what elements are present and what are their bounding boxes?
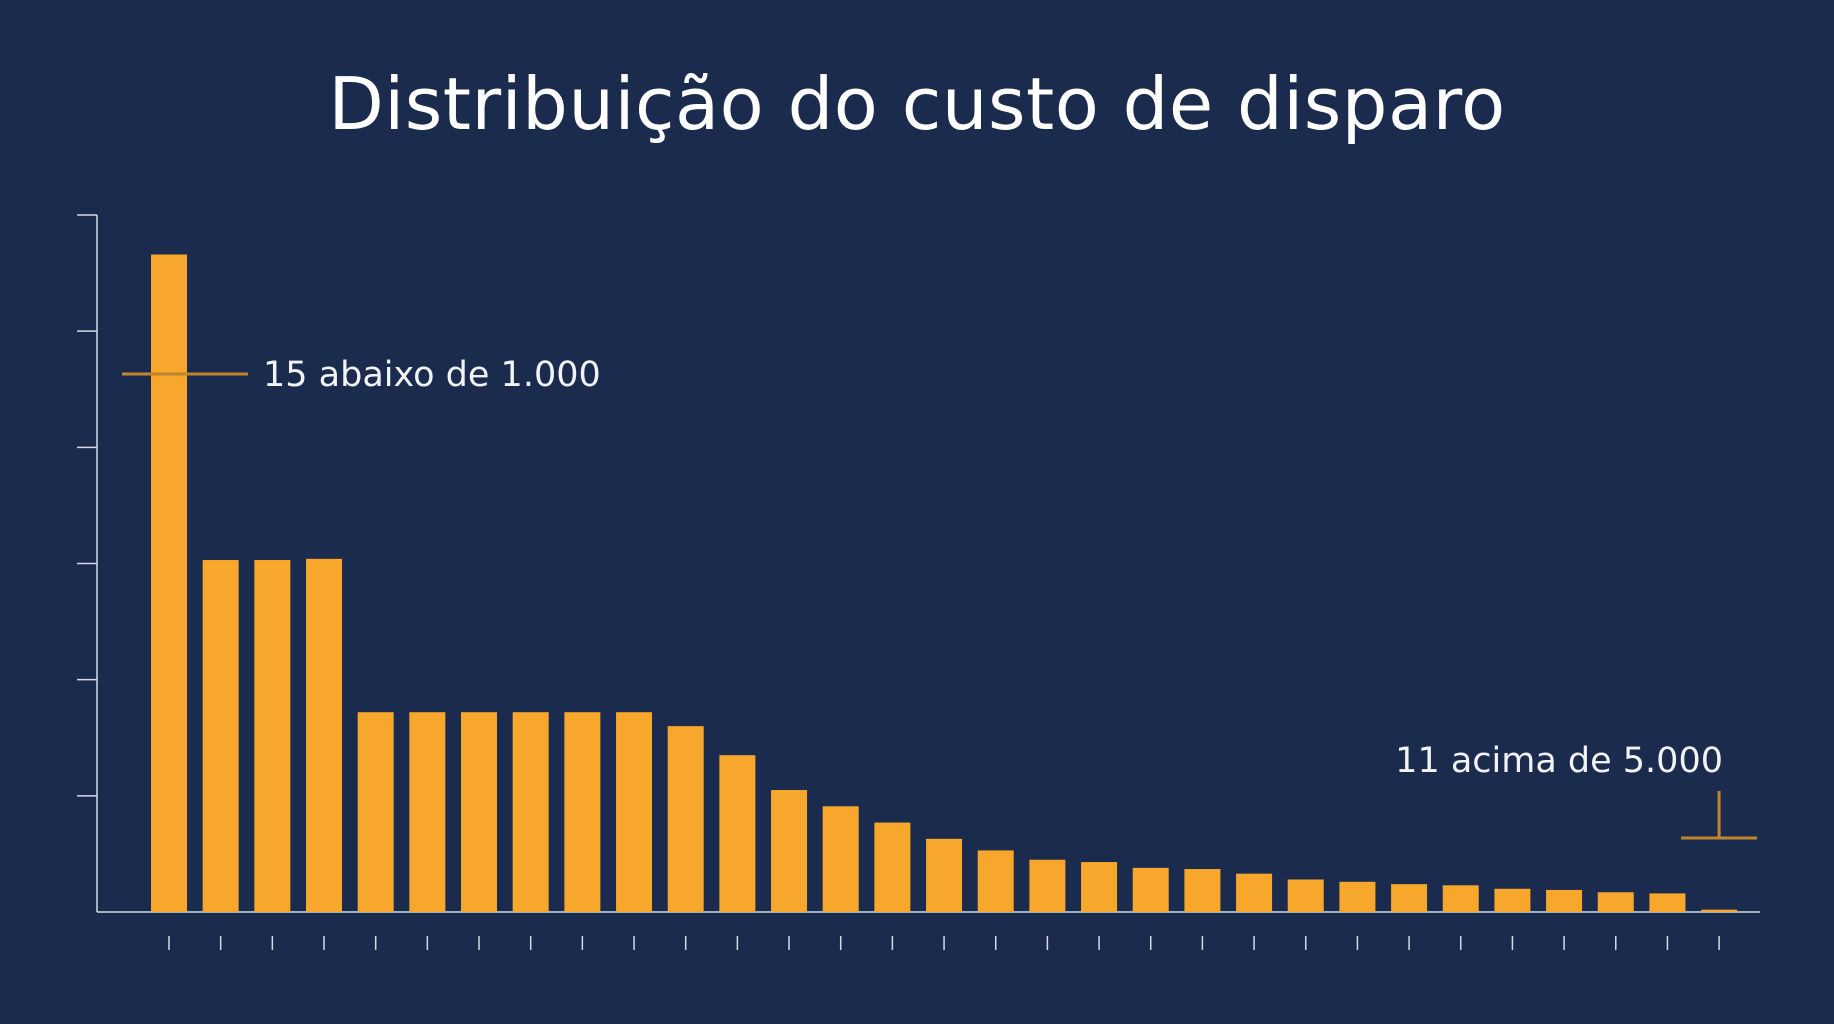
bar xyxy=(461,712,498,912)
bar xyxy=(977,850,1014,912)
bar xyxy=(1132,867,1169,912)
bar xyxy=(771,790,808,912)
bar xyxy=(667,726,704,912)
bar xyxy=(1287,879,1324,912)
bar xyxy=(822,806,859,912)
annotation-label-above-5000: 11 acima de 5.000 xyxy=(1395,741,1723,781)
bar xyxy=(306,558,343,912)
bar xyxy=(1029,859,1066,912)
bar xyxy=(1236,873,1273,912)
bar xyxy=(616,712,653,912)
bar xyxy=(151,254,187,912)
bar xyxy=(1184,869,1221,912)
bar xyxy=(874,822,911,912)
annotation-label-below-1000: 15 abaixo de 1.000 xyxy=(263,355,601,395)
bar xyxy=(357,712,394,912)
bar xyxy=(1081,862,1118,912)
bar xyxy=(512,712,549,912)
bar xyxy=(926,838,963,912)
bar xyxy=(409,712,446,912)
chart-title: Distribuição do custo de disparo xyxy=(328,62,1506,146)
bar xyxy=(1546,889,1583,912)
bar xyxy=(1701,909,1738,912)
bar xyxy=(1597,892,1634,912)
bar xyxy=(1494,888,1531,912)
bar xyxy=(1391,884,1428,912)
bar xyxy=(564,712,601,912)
bar xyxy=(202,560,239,912)
annotations: 15 abaixo de 1.000 11 acima de 5.000 xyxy=(122,355,1758,840)
bar xyxy=(254,560,291,912)
bar xyxy=(1649,893,1686,912)
bar xyxy=(719,755,756,912)
bar xyxy=(1339,881,1376,912)
bar xyxy=(1442,885,1479,912)
x-ticks xyxy=(168,936,1720,950)
bars xyxy=(151,254,1738,912)
